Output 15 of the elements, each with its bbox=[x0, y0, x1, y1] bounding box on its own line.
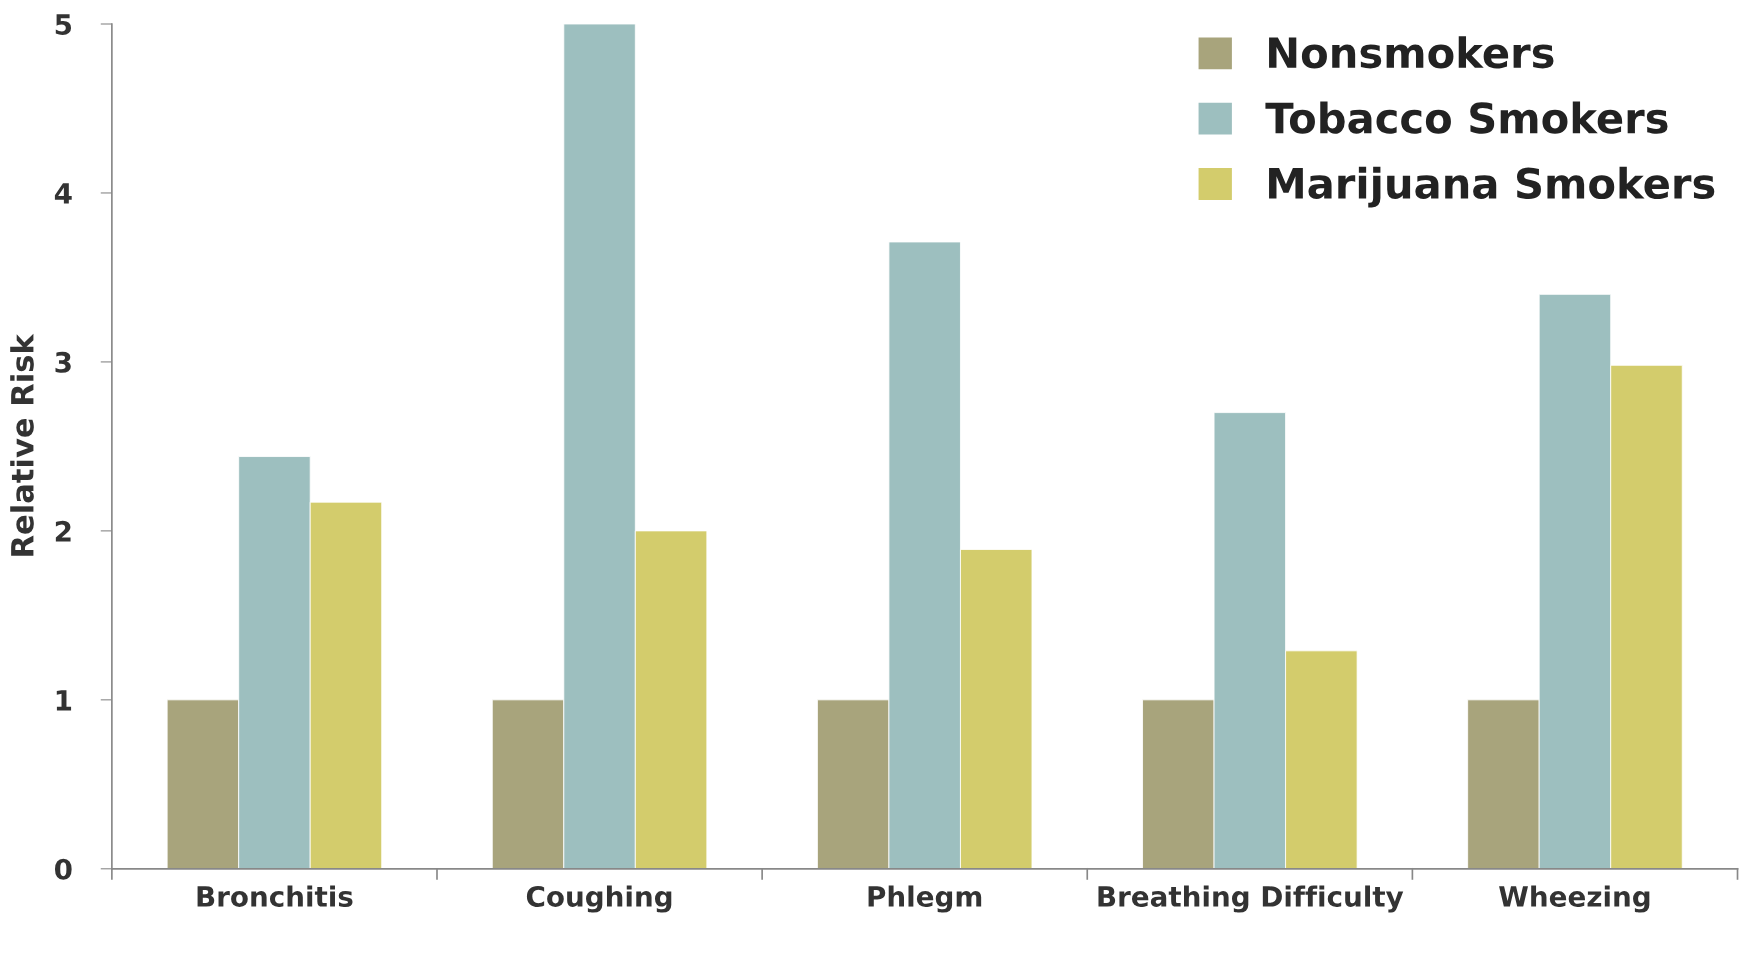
x-tick-label: Breathing Difficulty bbox=[1098, 885, 1404, 913]
x-tick-label: Coughing bbox=[526, 885, 672, 913]
y-tick-label: 2 bbox=[55, 520, 71, 542]
x-tick-label: Phlegm bbox=[868, 885, 982, 913]
x-tick-label: Bronchitis bbox=[197, 885, 353, 907]
legend-label: Marijuana Smokers bbox=[1269, 166, 1715, 208]
legend-label: Tobacco Smokers bbox=[1265, 101, 1668, 134]
y-tick-label: 1 bbox=[56, 690, 72, 711]
y-tick-label: 0 bbox=[54, 858, 72, 880]
y-tick-label: 5 bbox=[55, 14, 72, 35]
y-tick-label: 3 bbox=[55, 351, 71, 373]
y-axis-title: Relative Risk bbox=[10, 333, 34, 556]
x-tick-label: Wheezing bbox=[1499, 885, 1650, 913]
legend-label: Nonsmokers bbox=[1269, 36, 1554, 69]
y-tick-label: 4 bbox=[54, 183, 72, 204]
